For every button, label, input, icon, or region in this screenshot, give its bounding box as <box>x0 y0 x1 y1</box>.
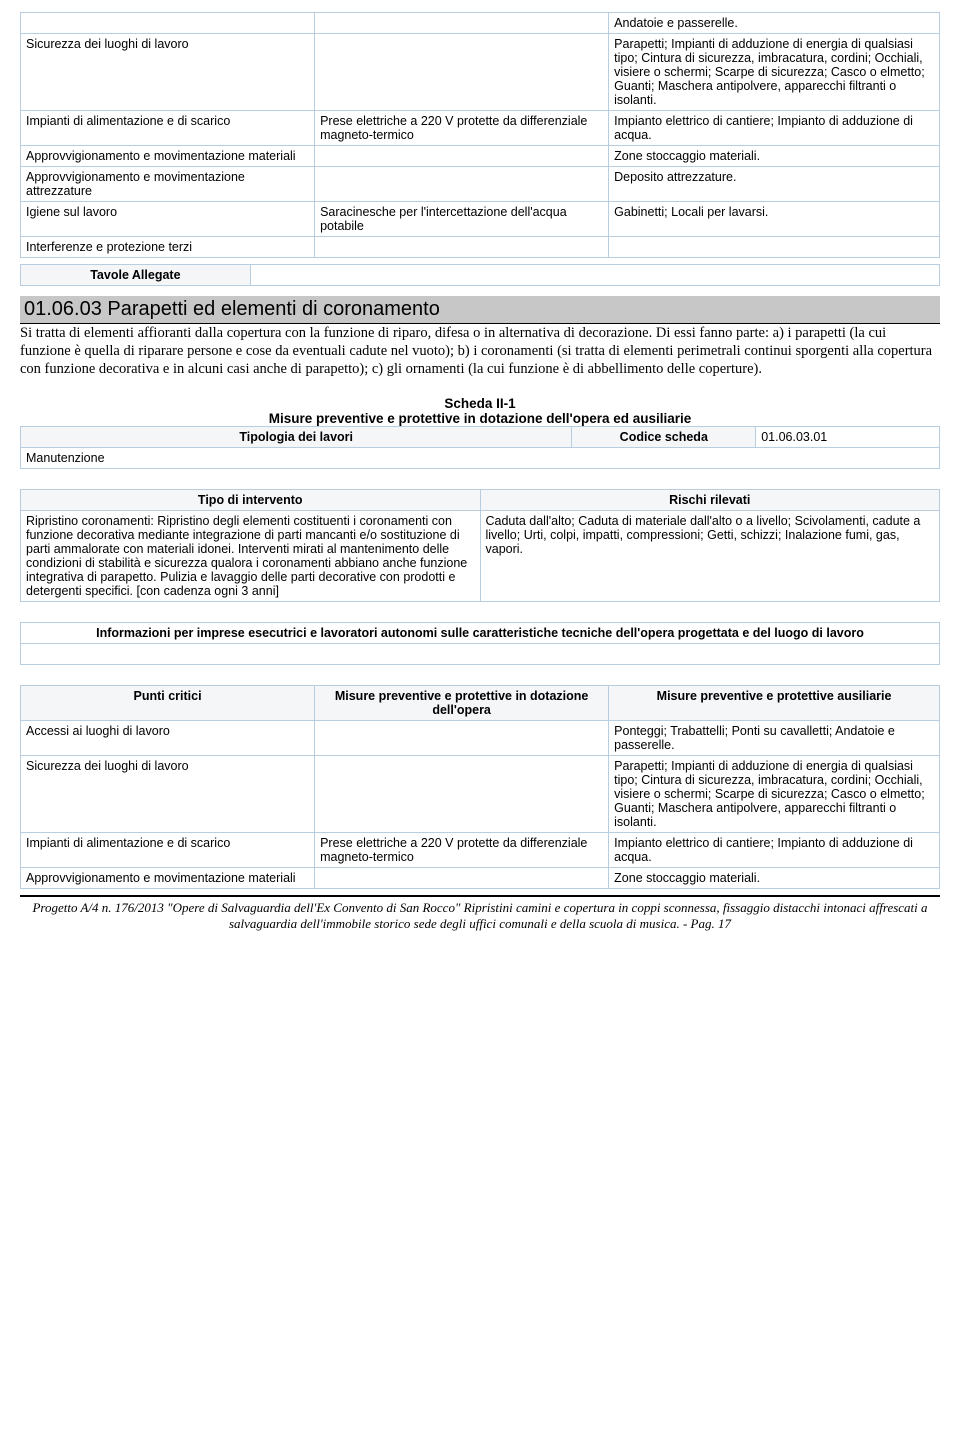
cell: Parapetti; Impianti di adduzione di ener… <box>609 34 940 111</box>
pc-h2: Misure preventive e protettive in dotazi… <box>315 686 609 721</box>
info-block-text: Informazioni per imprese esecutrici e la… <box>21 623 940 644</box>
table-row <box>21 644 940 665</box>
top-table: Andatoie e passerelle. Sicurezza dei luo… <box>20 12 940 258</box>
cell: Impianti di alimentazione e di scarico <box>21 833 315 868</box>
cell: Prese elettriche a 220 V protette da dif… <box>315 111 609 146</box>
codice-label: Codice scheda <box>572 427 756 448</box>
cell: Approvvigionamento e movimentazione mate… <box>21 146 315 167</box>
intervento-h2: Rischi rilevati <box>480 490 940 511</box>
table-row: Informazioni per imprese esecutrici e la… <box>21 623 940 644</box>
cell: Ponteggi; Trabattelli; Ponti su cavallet… <box>609 721 940 756</box>
table-row: Interferenze e protezione terzi <box>21 237 940 258</box>
table-row: Ripristino coronamenti: Ripristino degli… <box>21 511 940 602</box>
table-row: Approvvigionamento e movimentazione mate… <box>21 146 940 167</box>
pc-h3: Misure preventive e protettive ausiliari… <box>609 686 940 721</box>
codice-value: 01.06.03.01 <box>756 427 940 448</box>
cell <box>315 34 609 111</box>
cell <box>315 756 609 833</box>
cell: Deposito attrezzature. <box>609 167 940 202</box>
cell: Parapetti; Impianti di adduzione di ener… <box>609 756 940 833</box>
punti-critici-table: Punti critici Misure preventive e protet… <box>20 685 940 889</box>
table-row: Approvvigionamento e movimentazione attr… <box>21 167 940 202</box>
page-footer: Progetto A/4 n. 176/2013 "Opere di Salva… <box>20 895 940 932</box>
cell: Igiene sul lavoro <box>21 202 315 237</box>
tavole-allegate-table: Tavole Allegate <box>20 264 940 286</box>
cell <box>315 167 609 202</box>
cell: Interferenze e protezione terzi <box>21 237 315 258</box>
cell: Gabinetti; Locali per lavarsi. <box>609 202 940 237</box>
tavole-label: Tavole Allegate <box>21 265 251 286</box>
intervento-h1: Tipo di intervento <box>21 490 481 511</box>
tavole-empty <box>250 265 939 286</box>
cell <box>609 237 940 258</box>
info-block-empty <box>21 644 940 665</box>
intervento-table: Tipo di intervento Rischi rilevati Ripri… <box>20 489 940 602</box>
cell <box>315 721 609 756</box>
table-row: Impianti di alimentazione e di scaricoPr… <box>21 833 940 868</box>
cell <box>315 13 609 34</box>
section-title: 01.06.03 Parapetti ed elementi di corona… <box>20 296 940 324</box>
tipologia-label: Tipologia dei lavori <box>21 427 572 448</box>
scheda-header-table: Tipologia dei lavori Codice scheda 01.06… <box>20 426 940 469</box>
manutenzione-cell: Manutenzione <box>21 448 940 469</box>
table-row: Accessi ai luoghi di lavoro Ponteggi; Tra… <box>21 721 940 756</box>
cell: Sicurezza dei luoghi di lavoro <box>21 756 315 833</box>
table-row: Sicurezza dei luoghi di lavoro Parapetti;… <box>21 756 940 833</box>
intervento-c2: Caduta dall'alto; Caduta di materiale da… <box>480 511 940 602</box>
table-row: Tipologia dei lavori Codice scheda 01.06… <box>21 427 940 448</box>
cell: Impianto elettrico di cantiere; Impianto… <box>609 833 940 868</box>
cell: Saracinesche per l'intercettazione dell'… <box>315 202 609 237</box>
cell <box>21 13 315 34</box>
cell <box>315 146 609 167</box>
section-desc: Si tratta di elementi affioranti dalla c… <box>20 324 940 378</box>
table-row: Manutenzione <box>21 448 940 469</box>
table-row: Approvvigionamento e movimentazione mate… <box>21 868 940 889</box>
cell: Sicurezza dei luoghi di lavoro <box>21 34 315 111</box>
table-row: Sicurezza dei luoghi di lavoro Parapetti;… <box>21 34 940 111</box>
intervento-c1: Ripristino coronamenti: Ripristino degli… <box>21 511 481 602</box>
table-row: Punti critici Misure preventive e protet… <box>21 686 940 721</box>
cell <box>315 868 609 889</box>
cell: Approvvigionamento e movimentazione attr… <box>21 167 315 202</box>
table-row: Andatoie e passerelle. <box>21 13 940 34</box>
table-row: Impianti di alimentazione e di scaricoPr… <box>21 111 940 146</box>
cell: Impianti di alimentazione e di scarico <box>21 111 315 146</box>
table-row: Tipo di intervento Rischi rilevati <box>21 490 940 511</box>
cell: Andatoie e passerelle. <box>609 13 940 34</box>
table-row: Igiene sul lavoroSaracinesche per l'inte… <box>21 202 940 237</box>
cell: Approvvigionamento e movimentazione mate… <box>21 868 315 889</box>
cell: Prese elettriche a 220 V protette da dif… <box>315 833 609 868</box>
scheda-title: Scheda II-1 <box>20 396 940 411</box>
cell: Zone stoccaggio materiali. <box>609 868 940 889</box>
table-row: Tavole Allegate <box>21 265 940 286</box>
cell: Zone stoccaggio materiali. <box>609 146 940 167</box>
cell <box>315 237 609 258</box>
cell: Impianto elettrico di cantiere; Impianto… <box>609 111 940 146</box>
pc-h1: Punti critici <box>21 686 315 721</box>
scheda-sub: Misure preventive e protettive in dotazi… <box>20 411 940 426</box>
cell: Accessi ai luoghi di lavoro <box>21 721 315 756</box>
info-block-table: Informazioni per imprese esecutrici e la… <box>20 622 940 665</box>
